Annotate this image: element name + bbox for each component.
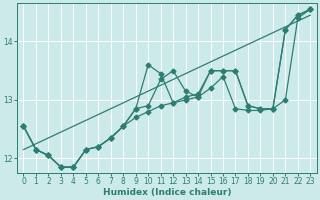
X-axis label: Humidex (Indice chaleur): Humidex (Indice chaleur) bbox=[103, 188, 231, 197]
